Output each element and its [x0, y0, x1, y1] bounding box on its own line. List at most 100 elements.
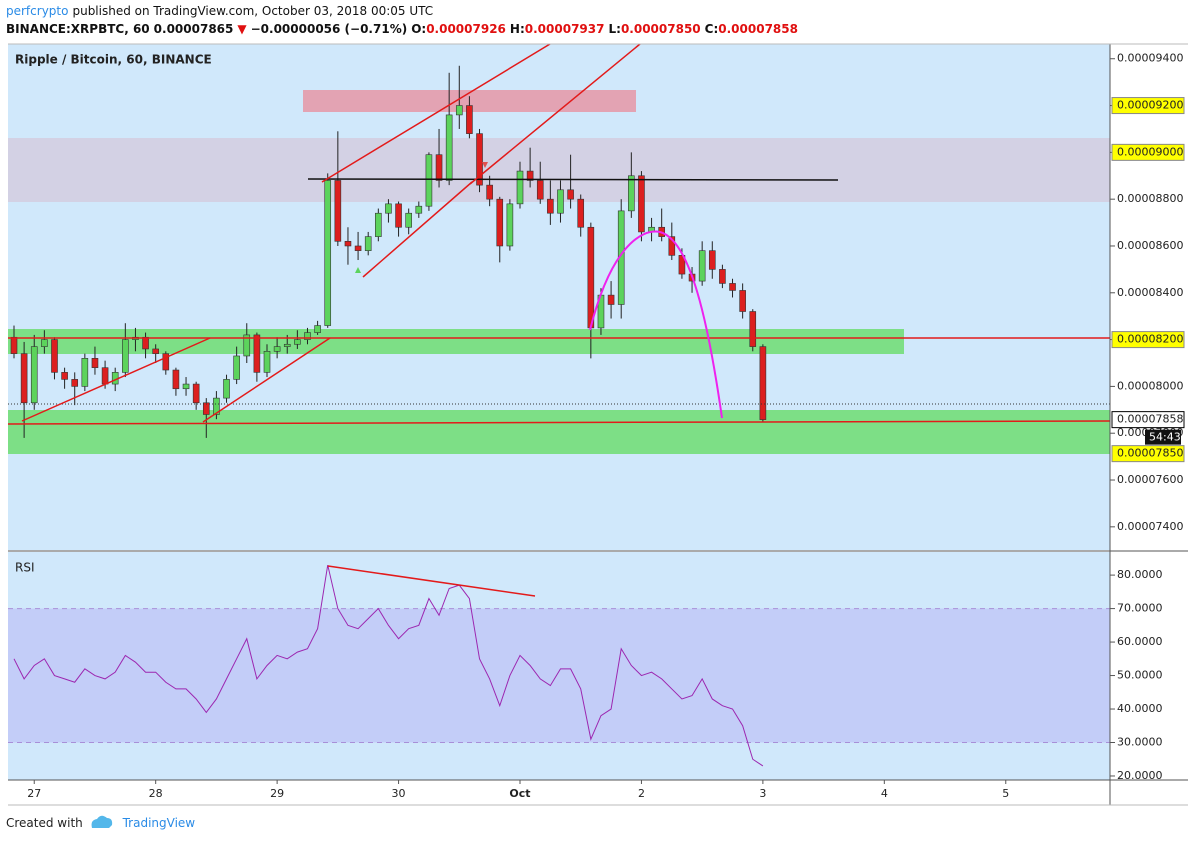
marks [8, 65, 1110, 767]
y-tick-label: 0.00008400 [1117, 286, 1183, 299]
y-tick-label: 80.0000 [1117, 568, 1163, 581]
candle-body [41, 339, 48, 347]
candle-body [496, 198, 504, 247]
candle-body [172, 369, 180, 390]
x-tick-label: 29 [270, 787, 284, 800]
candle-body [101, 367, 109, 385]
candle-body [142, 336, 149, 350]
y-tick-label: 20.0000 [1117, 769, 1163, 782]
candle-body [344, 240, 352, 247]
countdown-box [1145, 429, 1181, 445]
symbol-line: BINANCE:XRPBTC, 60 0.00007865 ▼ −0.00000056… [6, 22, 806, 36]
candle-body [466, 105, 473, 134]
axes [8, 43, 1188, 806]
trend-line [469, 43, 641, 185]
candle-body [152, 348, 159, 354]
y-tick-label: 0.00009400 [1117, 52, 1183, 65]
ohlc-value: 0.00007937 [524, 22, 605, 36]
candle-body [759, 346, 767, 420]
change: −0.00000056 (−0.71%) [250, 22, 408, 36]
candle-body [638, 175, 645, 233]
ohlc-value: 0.00007858 [718, 22, 798, 36]
candle-body [385, 203, 392, 214]
published: published on TradingView.com, October 03… [72, 4, 434, 18]
candle-body [202, 402, 210, 415]
candle-body [314, 325, 321, 333]
trend-line [202, 337, 331, 423]
x-tick-label: 28 [149, 787, 163, 800]
candle-body [547, 198, 554, 214]
author[interactable]: perfcrypto [6, 4, 69, 18]
candle-body [10, 336, 18, 354]
candle-body [445, 114, 453, 181]
y-tick-label: 0.00008600 [1117, 239, 1183, 252]
candle-body [334, 180, 342, 242]
candle-body [536, 180, 544, 200]
candle-body [324, 180, 332, 326]
candle-body [435, 154, 443, 181]
last-price: 0.00007865 [153, 22, 234, 36]
brand[interactable]: TradingView [122, 816, 196, 830]
arc [589, 230, 723, 419]
candle-body [415, 205, 423, 214]
y-tick-label: 0.00009200 [1117, 99, 1183, 112]
candle-body [304, 332, 311, 340]
tick-highlight [1111, 97, 1185, 115]
candle-body [273, 346, 281, 352]
rsi-line [13, 564, 764, 767]
candle-body [577, 198, 585, 228]
labels: 27 28 29 30 Oct 2 3 4 5 0.00009400 0.00009200 0.000… [27, 52, 1185, 800]
ohlc-key: O: [411, 22, 427, 36]
candle-body [476, 133, 483, 186]
tick-highlight [1111, 143, 1185, 161]
candle-body [749, 311, 757, 347]
candle-body [719, 269, 726, 284]
y-tick-label: 0.00008000 [1117, 379, 1183, 392]
y-tick-label: 70.0000 [1117, 602, 1163, 615]
candle-body [354, 245, 362, 251]
candle-body [425, 154, 433, 207]
candle-body [61, 372, 68, 380]
low-label: 0.00007850 [1117, 447, 1183, 460]
ohlc: O:0.00007926 H:0.00007937 L:0.00007850 C:0.… [411, 22, 802, 36]
x-tick-label: 4 [881, 787, 888, 800]
candle-body [192, 383, 200, 404]
created-with: Created with [6, 816, 83, 830]
divergence-line [327, 565, 536, 597]
candle-body [506, 203, 514, 247]
last-price-box [1111, 411, 1185, 429]
ohlc-value: 0.00007926 [426, 22, 506, 36]
rsi-band [8, 608, 1110, 743]
candle-body [223, 379, 230, 399]
drawings-over [7, 43, 1111, 597]
candle-body [91, 358, 99, 368]
trend-line [21, 337, 211, 422]
y-tick-label: 30.0000 [1117, 736, 1163, 749]
y-tick-label: 0.00009000 [1117, 145, 1183, 158]
candle-body [253, 334, 261, 373]
y-tick-label: 50.0000 [1117, 669, 1163, 682]
candle-body [30, 346, 38, 404]
symbol: BINANCE:XRPBTC, 60 [6, 22, 150, 36]
candle-body [455, 105, 463, 116]
x-tick-label: Oct [509, 787, 530, 800]
candle-body [607, 294, 615, 305]
candle-body [708, 250, 716, 270]
header-line: perfcrypto published on TradingView.com, … [6, 4, 437, 18]
candle-body [375, 212, 382, 237]
x-tick-label: 2 [638, 787, 645, 800]
ohlc-key: H: [509, 22, 525, 36]
trend-line [362, 181, 473, 278]
candle-body [243, 334, 251, 357]
ohlc-value: 0.00007850 [620, 22, 701, 36]
candle-body [628, 175, 635, 212]
ohlc-key: C: [704, 22, 719, 36]
candle-body [213, 397, 220, 415]
price-pane [8, 44, 1110, 550]
candle-body [81, 358, 89, 387]
signal-down [482, 162, 488, 168]
candle-body [668, 236, 676, 256]
x-tick-label: 5 [1002, 787, 1009, 800]
countdown: 54:43 [1149, 431, 1181, 444]
rsi-title: RSI [15, 561, 35, 575]
